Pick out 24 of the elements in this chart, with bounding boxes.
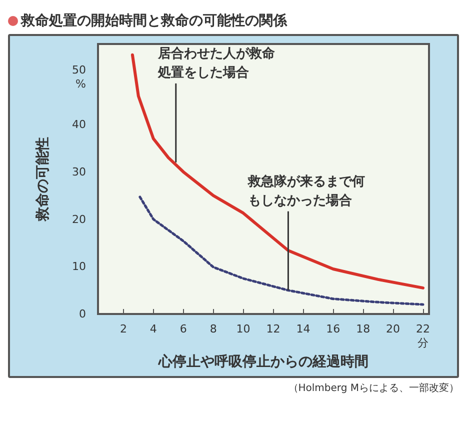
annotation: 救急隊が来るまで何もしなかった場合 [247, 173, 366, 208]
x-tick-label: 4 [150, 322, 157, 336]
x-tick-label: 16 [326, 322, 340, 336]
chart-title: 救命処置の開始時間と救命の可能性の関係 [21, 12, 287, 30]
y-tick-label: 10 [72, 260, 86, 274]
x-tick-label: 18 [356, 322, 370, 336]
x-tick-label: 12 [266, 322, 280, 336]
x-tick-label: 2 [120, 322, 127, 336]
x-tick-label: 8 [210, 322, 217, 336]
x-tick-label: 22 分 [416, 322, 430, 350]
line-series [138, 196, 424, 306]
y-tick-label: 30 [72, 165, 86, 178]
y-tick-label: 0 [79, 308, 86, 320]
y-axis-title: 救命の可能性 [35, 137, 51, 222]
text: （Holmberg Mらによる、一部改変） [287, 382, 459, 395]
x-axis-title: 心停止や呼吸停止からの経過時間 [158, 352, 368, 370]
y-tick-label: 50 % [72, 64, 86, 91]
annotation: 居合わせた人が救命処置をした場合 [156, 45, 276, 80]
y-tick-label: 40 [72, 118, 86, 132]
x-tick-label: 10 [236, 322, 250, 336]
x-tick-label: 20 [386, 322, 400, 336]
x-tick-label: 14 [296, 322, 310, 336]
x-tick-label: 6 [180, 322, 187, 336]
y-tick-label: 20 [72, 212, 86, 226]
